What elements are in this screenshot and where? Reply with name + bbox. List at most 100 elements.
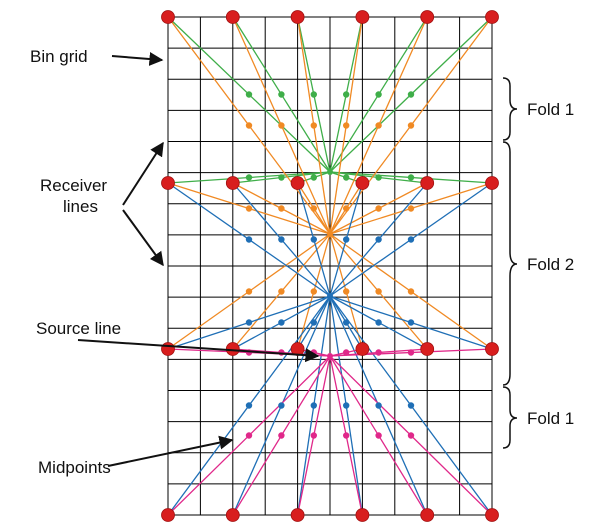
receiver-lines-arrow-upper (122, 141, 164, 206)
receiver-point (161, 508, 175, 522)
midpoint-dot (245, 432, 253, 439)
midpoint-dot (310, 319, 317, 326)
midpoint-dot (407, 288, 415, 295)
source-points (327, 169, 333, 359)
bin-grid-label: Bin grid (30, 47, 88, 66)
midpoint-dot (375, 205, 382, 212)
midpoints-arrow (107, 435, 234, 467)
fold-bottom-brace (502, 386, 518, 449)
fold-top-label: Fold 1 (527, 100, 574, 119)
midpoint-dot (278, 174, 285, 181)
midpoints-label: Midpoints (38, 458, 111, 477)
midpoint-dot (245, 288, 253, 295)
midpoint-dot (343, 205, 350, 212)
midpoint-dot (375, 432, 382, 439)
receiver-point (420, 508, 435, 522)
midpoint-dot (343, 236, 350, 243)
receiver-point (355, 508, 370, 522)
midpoint-dot (407, 349, 415, 356)
fold-middle-brace (502, 141, 518, 386)
midpoint-dot (343, 349, 350, 356)
receiver-point (485, 342, 499, 356)
midpoint-dot (407, 319, 415, 326)
midpoint-dot (343, 122, 350, 129)
receiver-point (420, 342, 435, 356)
bin-grid-arrow (111, 52, 164, 66)
midpoint-dot (375, 288, 382, 295)
midpoint-dot (407, 174, 415, 181)
receiver-point (161, 10, 175, 24)
midpoint-dot (407, 432, 415, 439)
receiver-point (225, 508, 240, 522)
midpoint-dot (310, 205, 317, 212)
midpoint-dot (343, 174, 350, 181)
receiver-point (290, 508, 305, 522)
receiver-point (355, 176, 370, 190)
midpoint-dot (407, 402, 415, 409)
source-point (327, 353, 333, 359)
receiver-point (225, 10, 240, 24)
midpoint-dot (278, 288, 285, 295)
receiver-point (290, 10, 305, 24)
midpoint-dot (310, 122, 317, 129)
midpoint-dot (343, 288, 350, 295)
midpoint-dot (245, 319, 253, 326)
midpoint-dot (278, 205, 285, 212)
midpoint-dot (343, 432, 350, 439)
midpoint-dot (375, 91, 382, 98)
midpoint-dot (245, 174, 253, 181)
midpoint-dot (278, 432, 285, 439)
receiver-point (225, 342, 240, 356)
source-line-arrow (77, 339, 320, 363)
midpoint-dot (310, 432, 317, 439)
source-point (327, 293, 333, 299)
midpoint-dot (310, 174, 317, 181)
midpoint-dot (245, 122, 253, 129)
midpoint-dot (310, 236, 317, 243)
receiver-point (355, 342, 370, 356)
midpoint-dot (245, 236, 253, 243)
midpoint-dot (245, 91, 253, 98)
midpoint-dot (245, 205, 253, 212)
receiver-point (290, 176, 305, 190)
receiver-points (161, 10, 499, 522)
midpoint-dot (375, 319, 382, 326)
source-point (327, 231, 333, 237)
receiver-point (485, 10, 499, 24)
receiver-lines-arrow-lower (122, 209, 164, 267)
midpoint-dots (245, 91, 415, 439)
bin-grid (167, 16, 493, 516)
midpoint-dot (375, 402, 382, 409)
receiver-point (355, 10, 370, 24)
midpoint-dot (310, 402, 317, 409)
midpoint-dot (407, 122, 415, 129)
source-line-label: Source line (36, 319, 121, 338)
midpoint-dot (278, 122, 285, 129)
fold-bottom-label: Fold 1 (527, 409, 574, 428)
midpoint-dot (278, 402, 285, 409)
midpoint-dot (407, 236, 415, 243)
midpoint-dot (245, 402, 253, 409)
receiver-point (161, 342, 175, 356)
receiver-lines-label-line2: lines (63, 197, 98, 216)
midpoint-dot (278, 319, 285, 326)
fold-middle-label: Fold 2 (527, 255, 574, 274)
receiver-lines-label-line1: Receiver (40, 176, 107, 195)
midpoint-dot (278, 236, 285, 243)
midpoint-dot (343, 402, 350, 409)
source-point (327, 169, 333, 175)
midpoint-dot (375, 236, 382, 243)
receiver-point (420, 176, 435, 190)
fold-top-brace (502, 77, 518, 141)
midpoint-dot (343, 319, 350, 326)
midpoint-dot (343, 91, 350, 98)
receiver-point (420, 10, 435, 24)
midpoint-dot (310, 91, 317, 98)
midpoint-dot (310, 288, 317, 295)
midpoint-dot (375, 349, 382, 356)
midpoint-dot (407, 91, 415, 98)
receiver-point (485, 508, 499, 522)
midpoint-dot (278, 91, 285, 98)
midpoint-dot (407, 205, 415, 212)
